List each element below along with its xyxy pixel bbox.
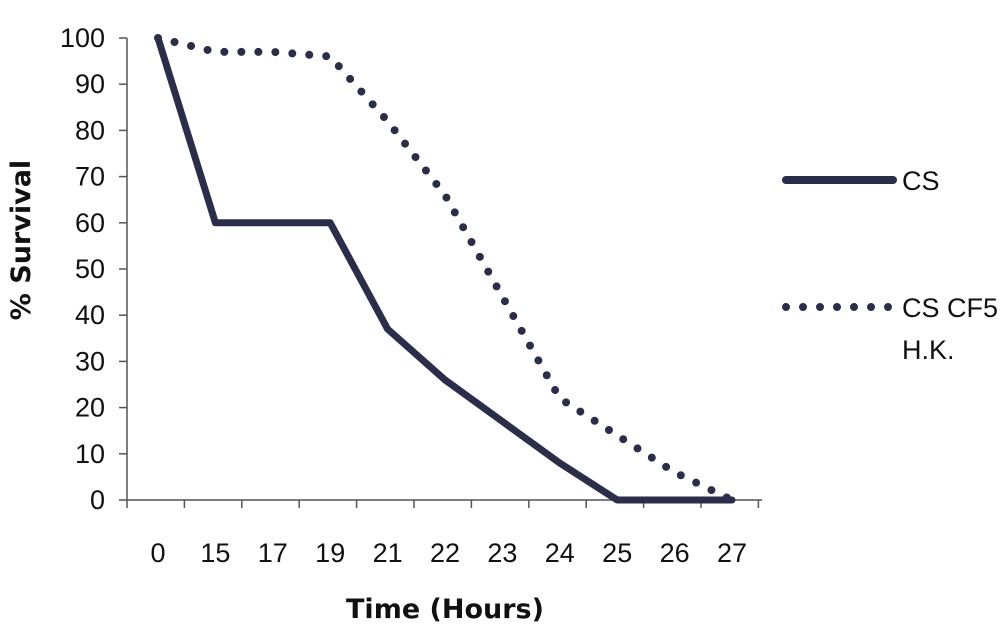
y-tick-label: 20 [75,393,105,423]
y-ticks: 0 10 20 30 40 50 60 70 80 90 100 [60,23,127,515]
legend-label-cs-cf5-hk: CS CF5 [902,293,998,323]
x-ticks: 0 15 17 19 21 22 23 24 25 26 27 [126,500,760,568]
x-tick-label: 19 [315,538,345,568]
y-tick-label: 70 [75,162,105,192]
x-tick-label: 21 [373,538,403,568]
x-tick-label: 26 [660,538,690,568]
x-axis-title: Time (Hours) [346,594,544,625]
x-tick-label: 17 [258,538,288,568]
x-tick-label: 27 [717,538,747,568]
y-tick-label: 80 [75,115,105,145]
x-tick-label: 22 [430,538,460,568]
legend-label-cs-cf5-hk: H.K. [902,335,955,365]
series-line-cs [154,34,736,504]
y-tick-label: 90 [75,69,105,99]
y-tick-label: 100 [60,23,105,53]
x-tick-label: 0 [150,538,165,568]
x-tick-label: 25 [602,538,632,568]
y-tick-label: 30 [75,346,105,376]
legend: CS CS CF5 H.K. [782,166,998,365]
y-tick-label: 40 [75,300,105,330]
series-layer [154,34,736,504]
y-tick-label: 10 [75,439,105,469]
legend-label-cs: CS [902,166,940,196]
axes [126,38,762,501]
y-tick-label: 60 [75,208,105,238]
y-tick-label: 0 [90,485,105,515]
x-tick-label: 24 [545,538,575,568]
y-axis-title: % Survival [6,160,37,320]
y-tick-label: 50 [75,254,105,284]
series-line-cs-cf5-hk [154,34,736,504]
x-tick-label: 23 [487,538,517,568]
x-tick-label: 15 [200,538,230,568]
